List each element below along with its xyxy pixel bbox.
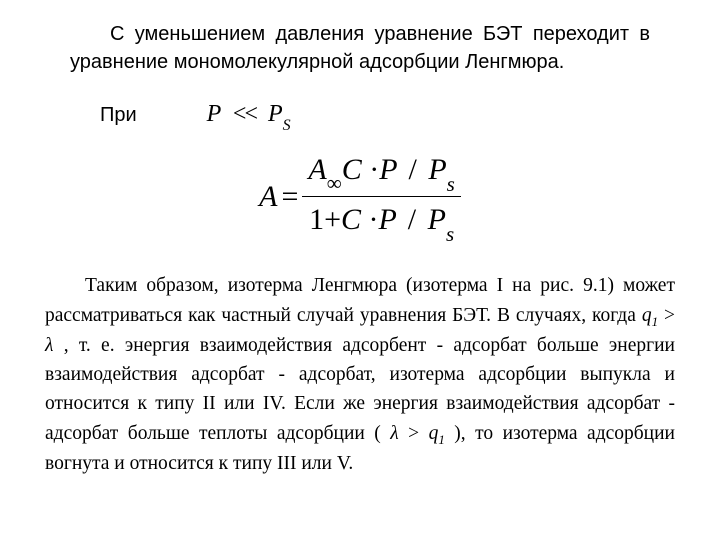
den-P2: P [428,203,446,236]
condition-label: При [100,104,137,127]
eq-lhs: A [259,182,277,212]
num-P2: P [428,153,446,186]
num-slash: / [409,153,417,186]
eq-numerator: A∞C P / Ps [302,147,460,196]
eq-sign: = [281,182,298,212]
num-A-sub: ∞ [327,171,342,195]
num-P2-sub: s [447,172,455,196]
body-lambda2: λ [390,423,398,444]
eq-denominator: 1+C P / Ps [303,197,460,246]
num-A: A [308,153,326,186]
cond-lhs: P [207,101,221,127]
num-C: C [342,153,362,186]
cond-rel: << [233,101,256,127]
intro-text: С уменьшением давления уравнение БЭТ пер… [70,23,650,73]
den-plus: + [324,203,341,236]
body-q1-var: q [642,305,652,326]
body-gt1: > [658,305,675,326]
document-page: С уменьшением давления уравнение БЭТ пер… [0,0,720,478]
den-C: C [341,203,361,236]
num-P1: P [379,153,397,186]
condition-math: P << PS [207,101,291,132]
intro-paragraph: С уменьшением давления уравнение БЭТ пер… [70,20,650,76]
body-gt2: > [399,423,429,444]
body-t1: Таким образом, изотерма Ленгмюра (изотер… [45,275,675,325]
den-P1: P [379,203,397,236]
cond-rhs-sub: S [283,117,291,134]
main-equation: A = A∞C P / Ps 1+C P / Ps [40,147,680,247]
den-one: 1 [309,203,324,236]
num-dot [369,153,379,186]
den-P2-sub: s [446,222,454,246]
den-slash: / [408,203,416,236]
cond-rhs-var: P [268,101,283,127]
body-paragraph: Таким образом, изотерма Ленгмюра (изотер… [45,271,675,478]
den-dot [369,203,379,236]
body-q2-var: q [429,423,439,444]
eq-fraction: A∞C P / Ps 1+C P / Ps [302,147,460,247]
condition-row: При P << PS [100,101,680,132]
